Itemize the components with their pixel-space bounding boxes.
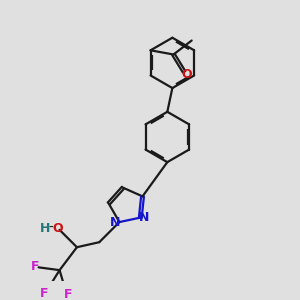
Text: O: O — [181, 68, 192, 81]
Text: F: F — [64, 288, 72, 300]
Text: -: - — [49, 221, 54, 235]
Text: N: N — [110, 216, 121, 229]
Text: O: O — [52, 222, 63, 235]
Text: F: F — [39, 287, 48, 300]
Text: F: F — [31, 260, 39, 273]
Text: H: H — [40, 222, 50, 235]
Text: N: N — [139, 211, 149, 224]
